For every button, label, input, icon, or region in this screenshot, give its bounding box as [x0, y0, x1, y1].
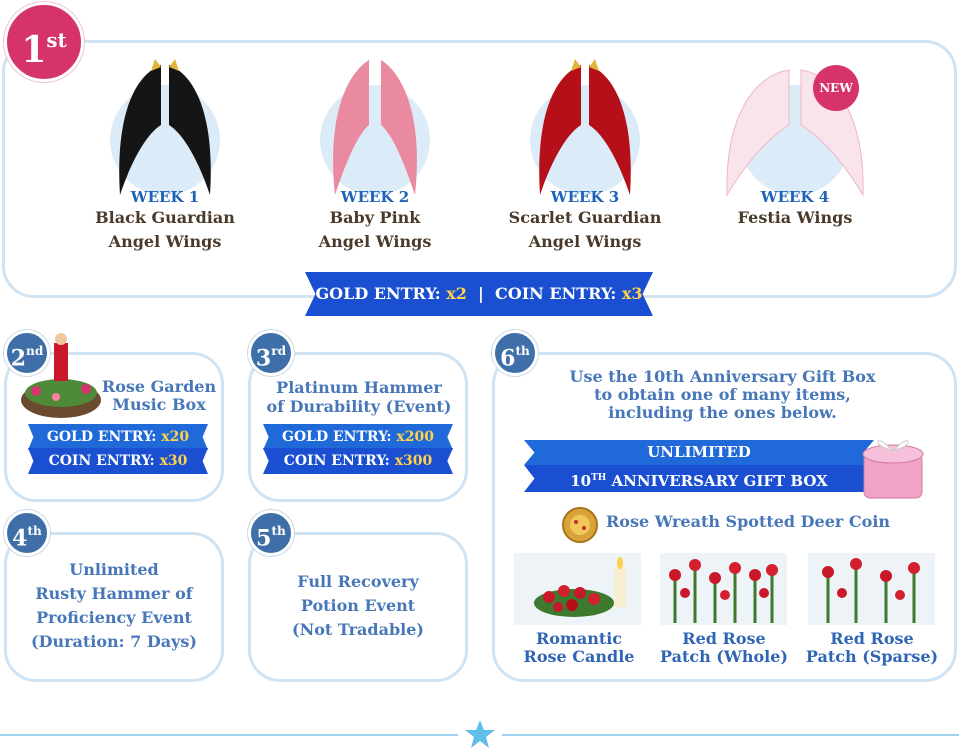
item-name-line1: Festia Wings [737, 208, 853, 227]
rank-badge-3rd: 3rd [248, 330, 294, 376]
rose-patch-whole-label: Red Rose Patch (Whole) [660, 629, 788, 666]
new-badge: NEW [813, 65, 859, 111]
star-icon [465, 720, 495, 748]
item-name-line2: Angel Wings [108, 232, 222, 251]
gift-box-image [862, 440, 924, 499]
deer-coin-label: Rose Wreath Spotted Deer Coin [606, 512, 891, 531]
rose-patch-sparse-image [808, 553, 935, 625]
item-name-line2: Angel Wings [528, 232, 642, 251]
fifth-prize-panel [248, 532, 468, 682]
bottom-divider-right [502, 734, 959, 736]
rose-patch-whole-image [660, 553, 787, 625]
third-coin-ribbon: COIN ENTRY: x300 [263, 448, 453, 474]
second-title: Rose Garden Music Box [101, 377, 217, 414]
week-2-item: WEEK 2 Baby Pink Angel Wings [275, 188, 475, 254]
week-label: WEEK 2 [340, 188, 410, 206]
gift-box-ribbon-top: UNLIMITED [524, 440, 874, 465]
first-entry-ribbon: GOLD ENTRY: x2 | COIN ENTRY: x3 [305, 272, 653, 316]
second-coin-ribbon: COIN ENTRY: x30 [28, 448, 208, 474]
festia-wings-image [726, 69, 864, 197]
bottom-divider-left [0, 734, 458, 736]
item-name-line2: Angel Wings [318, 232, 432, 251]
music-box-image [21, 333, 101, 418]
week-1-item: WEEK 1 Black Guardian Angel Wings [65, 188, 265, 254]
gift-box-ribbon-bottom: 10TH ANNIVERSARY GIFT BOX [524, 465, 874, 492]
rose-candle-label: Romantic Rose Candle [523, 629, 635, 666]
fifth-description: Full Recovery Potion Event (Not Tradable… [292, 572, 424, 639]
black-wings-image [110, 59, 220, 195]
item-name-line1: Baby Pink [329, 208, 421, 227]
week-4-item: WEEK 4 Festia Wings [695, 188, 895, 230]
sixth-description: Use the 10th Anniversary Gift Box to obt… [569, 367, 876, 422]
week-label: WEEK 1 [130, 188, 200, 206]
rank-badge-5th: 5th [248, 510, 294, 556]
rank-badge-1st: 1st [4, 2, 84, 82]
second-gold-ribbon: GOLD ENTRY: x20 [28, 424, 208, 450]
third-gold-ribbon: GOLD ENTRY: x200 [263, 424, 453, 450]
rose-candle-image [514, 553, 641, 625]
rank-badge-6th: 6th [492, 330, 538, 376]
deer-coin-icon [562, 507, 598, 543]
rose-patch-sparse-label: Red Rose Patch (Sparse) [805, 629, 939, 666]
item-name-line1: Black Guardian [95, 208, 235, 227]
week-3-item: WEEK 3 Scarlet Guardian Angel Wings [485, 188, 685, 254]
fourth-prize-panel [4, 532, 224, 682]
fourth-description: Unlimited Rusty Hammer of Proficiency Ev… [31, 560, 197, 651]
scarlet-wings-image [530, 59, 640, 195]
item-name-line1: Scarlet Guardian [508, 208, 662, 227]
week-label: WEEK 3 [550, 188, 620, 206]
rank-badge-2nd: 2nd [4, 330, 50, 376]
rank-badge-4th: 4th [4, 510, 50, 556]
baby-pink-wings-image [320, 60, 430, 195]
week-label: WEEK 4 [760, 188, 830, 206]
third-title: Platinum Hammer of Durability (Event) [266, 378, 452, 416]
